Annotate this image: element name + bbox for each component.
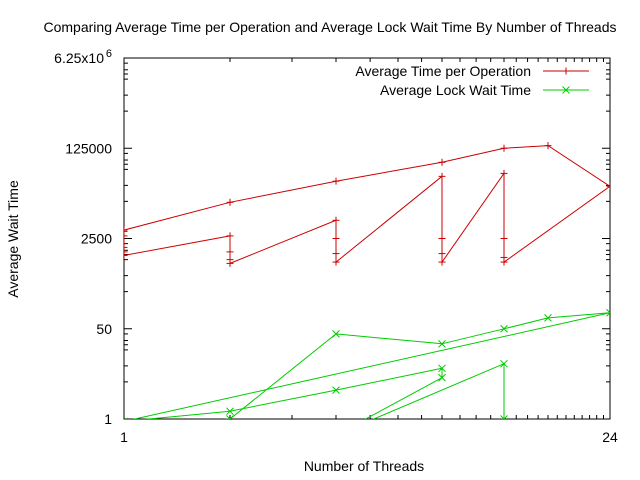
x-tick-label: 24	[602, 429, 618, 445]
y-tick-label: 6.25x10	[54, 50, 104, 66]
data-point-average-time-per-operation	[500, 258, 508, 266]
series-layer	[124, 142, 610, 438]
data-point-average-lock-wait-time	[500, 415, 508, 419]
data-point-average-time-per-operation	[226, 198, 234, 206]
data-point-average-lock-wait-time	[332, 330, 340, 338]
y-tick-label: 125000	[65, 140, 112, 156]
data-point-average-lock-wait-time	[226, 407, 234, 416]
y-tick-label: 2500	[81, 231, 112, 247]
data-point-average-lock-wait-time	[332, 386, 340, 394]
data-point-average-time-per-operation	[226, 232, 234, 240]
data-point-average-time-per-operation	[124, 251, 128, 259]
data-point-average-lock-wait-time	[226, 415, 234, 419]
data-point-average-time-per-operation	[124, 248, 128, 256]
legend-marker	[562, 86, 570, 94]
data-point-average-time-per-operation	[500, 144, 508, 152]
data-point-average-lock-wait-time	[500, 359, 508, 368]
data-point-average-lock-wait-time	[438, 339, 446, 348]
series-average-lock-wait-time	[125, 308, 610, 438]
data-point-average-time-per-operation	[226, 248, 234, 256]
legend-label-average-time-per-operation: Average Time per Operation	[355, 63, 531, 79]
data-point-average-lock-wait-time	[438, 373, 446, 382]
data-point-average-time-per-operation	[332, 258, 340, 266]
data-point-average-time-per-operation	[438, 158, 446, 166]
data-point-average-lock-wait-time	[438, 424, 445, 431]
data-point-average-time-per-operation	[226, 259, 234, 267]
legend: Average Time per Operation Average Lock …	[355, 63, 589, 98]
data-point-average-time-per-operation	[500, 235, 508, 242]
y-axis-ticks: 1 50 2500 125000 6.25x10 6	[54, 48, 610, 427]
series-line-average-time-per-operation	[124, 145, 610, 265]
data-point-average-lock-wait-time	[438, 364, 446, 373]
data-point-average-time-per-operation	[332, 235, 340, 242]
data-point-average-time-per-operation	[438, 235, 446, 242]
data-point-average-time-per-operation	[438, 250, 446, 258]
y-axis-label: Average Wait Time	[5, 180, 21, 298]
series-average-time-per-operation	[124, 142, 610, 267]
x-tick-label: 1	[120, 429, 128, 445]
series-line-average-lock-wait-time	[132, 312, 610, 419]
legend-sample-average-time-per-operation	[543, 67, 589, 75]
y-tick-label: 1	[104, 411, 112, 427]
data-point-average-time-per-operation	[124, 243, 128, 251]
x-axis-minor-ticks	[229, 58, 604, 419]
y-tick-label: 50	[96, 321, 112, 337]
y-axis-minor-ticks	[124, 62, 610, 383]
data-point-average-time-per-operation	[332, 250, 340, 258]
data-point-average-time-per-operation	[438, 258, 446, 266]
x-axis-ticks: 1 24	[120, 58, 618, 445]
x-axis-label: Number of Threads	[304, 458, 424, 474]
data-point-average-time-per-operation	[332, 177, 340, 185]
data-point-average-time-per-operation	[124, 232, 128, 240]
data-point-average-lock-wait-time	[332, 431, 339, 438]
legend-sample-average-lock-wait-time	[543, 86, 589, 94]
data-point-average-lock-wait-time	[606, 308, 610, 317]
data-point-average-lock-wait-time	[500, 324, 508, 333]
data-point-average-time-per-operation	[332, 216, 340, 224]
data-point-average-lock-wait-time	[544, 314, 552, 322]
chart-title: Comparing Average Time per Operation and…	[44, 19, 617, 35]
y-tick-exponent: 6	[106, 48, 112, 60]
legend-label-average-lock-wait-time: Average Lock Wait Time	[380, 82, 531, 98]
data-point-average-time-per-operation	[606, 182, 610, 190]
data-point-average-time-per-operation	[124, 227, 128, 235]
data-point-average-time-per-operation	[500, 169, 508, 177]
data-point-average-time-per-operation	[544, 142, 552, 150]
data-point-average-time-per-operation	[124, 226, 128, 234]
data-point-average-time-per-operation	[438, 172, 446, 180]
legend-marker	[562, 67, 570, 75]
